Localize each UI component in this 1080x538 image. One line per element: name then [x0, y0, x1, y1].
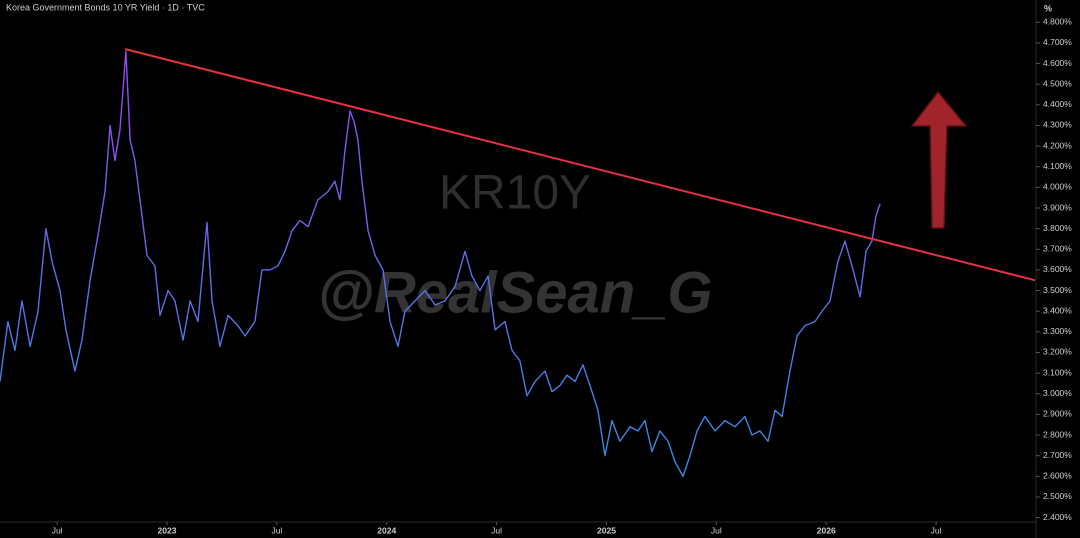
x-tick-label: Jul [271, 525, 282, 535]
y-tick-label: 4.300% [1043, 120, 1072, 130]
x-tick-label: 2026 [817, 525, 836, 535]
y-tick-label: 3.100% [1043, 367, 1072, 377]
y-tick-label: 2.900% [1043, 409, 1072, 419]
data-line [0, 50, 881, 478]
x-tick-label: Jul [931, 525, 942, 535]
y-tick-label: 2.800% [1043, 429, 1072, 439]
y-tick-label: 3.200% [1043, 347, 1072, 357]
x-tick-label: Jul [711, 525, 722, 535]
up-arrow [910, 90, 968, 229]
x-tick-label: 2025 [597, 525, 616, 535]
y-tick-label: 4.500% [1043, 78, 1072, 88]
y-tick-label: 3.400% [1043, 305, 1072, 315]
y-tick-label: 2.500% [1043, 491, 1072, 501]
y-tick-label: 3.500% [1043, 285, 1072, 295]
y-tick-label: 3.300% [1043, 326, 1072, 336]
y-tick-label: 4.600% [1043, 58, 1072, 68]
y-tick-label: 4.000% [1043, 182, 1072, 192]
y-tick-label: 3.800% [1043, 223, 1072, 233]
y-tick-label: 4.800% [1043, 17, 1072, 27]
y-tick-label: 2.400% [1043, 512, 1072, 522]
y-tick-label: 4.400% [1043, 99, 1072, 109]
x-tick-label: 2023 [158, 525, 177, 535]
y-tick-label: 2.600% [1043, 471, 1072, 481]
y-tick-label: 4.100% [1043, 161, 1072, 171]
y-tick-label: 3.900% [1043, 202, 1072, 212]
trend-line [125, 48, 1036, 282]
x-tick-label: 2024 [377, 525, 396, 535]
y-tick-label: 4.700% [1043, 37, 1072, 47]
y-tick-label: 2.700% [1043, 450, 1072, 460]
watermark: KR10Y [439, 167, 591, 220]
chart-title: Korea Government Bonds 10 YR Yield · 1D … [6, 2, 205, 12]
y-tick-label: 4.200% [1043, 140, 1072, 150]
annotation: @RealSean_G [317, 260, 712, 325]
x-tick-label: Jul [52, 525, 63, 535]
axis-unit: % [1044, 3, 1052, 13]
y-tick-label: 3.600% [1043, 264, 1072, 274]
y-tick-label: 3.000% [1043, 388, 1072, 398]
y-tick-label: 3.700% [1043, 244, 1072, 254]
x-tick-label: Jul [491, 525, 502, 535]
